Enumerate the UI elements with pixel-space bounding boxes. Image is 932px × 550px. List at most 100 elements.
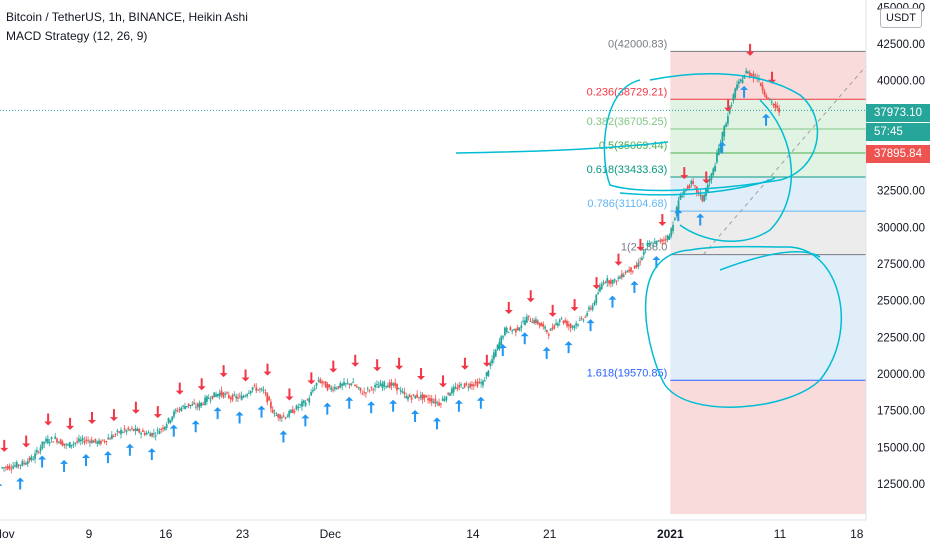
candle-body <box>74 442 77 444</box>
candle-body <box>460 384 462 386</box>
buy-arrow-icon <box>0 483 3 486</box>
candle-body <box>619 276 621 279</box>
candle-body <box>679 195 682 200</box>
candle-body <box>692 181 695 184</box>
candle-body <box>407 396 409 400</box>
buy-arrow-icon <box>125 443 134 456</box>
symbol-title[interactable]: Bitcoin / TetherUS, 1h, BINANCE, Heikin … <box>6 10 248 24</box>
currency-button[interactable]: USDT <box>880 8 922 28</box>
candle-body <box>324 381 327 388</box>
candle-body <box>657 240 660 242</box>
candle-body <box>359 387 362 391</box>
sell-arrow-icon <box>22 435 31 448</box>
candle-body <box>310 392 313 396</box>
candle-body <box>120 429 122 435</box>
candle-body <box>571 326 574 328</box>
candle-body <box>513 329 515 331</box>
candle-body <box>516 327 519 331</box>
indicator-title[interactable]: MACD Strategy (12, 26, 9) <box>6 29 148 43</box>
candle-body <box>332 389 334 391</box>
candle-body <box>125 429 128 433</box>
candle-body <box>712 168 715 175</box>
price-tick-label: 22500.00 <box>877 332 925 344</box>
candle-body <box>160 428 163 430</box>
candle-body <box>604 282 607 284</box>
candle-body <box>323 381 325 383</box>
candle-body <box>725 123 727 127</box>
candle-body <box>105 440 108 442</box>
sell-arrow-icon <box>592 277 601 290</box>
candle-body <box>140 433 142 435</box>
price-axis-bg <box>866 0 932 550</box>
candle-body <box>469 383 472 388</box>
candle-body <box>233 394 236 396</box>
candle-body <box>76 441 79 443</box>
time-tick-label: Nov <box>0 527 15 541</box>
sell-arrow-icon <box>66 417 75 430</box>
candle-body <box>421 394 424 400</box>
candle-body <box>295 405 298 410</box>
candle-body <box>719 142 722 152</box>
candle-body <box>653 241 656 243</box>
candle-body <box>57 441 60 443</box>
sell-arrow-icon <box>153 406 162 419</box>
candle-body <box>112 435 115 437</box>
candle-body <box>231 394 234 401</box>
sell-arrow-icon <box>482 354 491 367</box>
candle-body <box>578 319 581 321</box>
candle-body <box>610 280 612 284</box>
candles <box>1 67 780 474</box>
candle-body <box>456 387 459 390</box>
sell-arrow-icon <box>219 365 228 378</box>
candle-body <box>180 407 183 412</box>
candle-body <box>114 433 117 435</box>
candle-body <box>778 107 780 113</box>
buy-arrow-icon <box>762 113 771 126</box>
buy-arrow-icon <box>235 411 244 424</box>
buy-arrow-icon <box>586 319 595 332</box>
candle-body <box>503 327 506 336</box>
time-axis: Nov 9 16 23 Dec 14 21 2021 11 18 <box>0 519 866 541</box>
sell-arrow-icon <box>768 71 777 84</box>
candle-body <box>661 239 663 242</box>
candle-body <box>163 426 166 430</box>
candle-body <box>271 409 274 413</box>
fib-level-label: 0.382(36705.25) <box>587 116 668 128</box>
candle-body <box>774 103 777 109</box>
candle-body <box>67 444 69 446</box>
buy-arrow-icon <box>411 410 420 422</box>
buy-arrow-icon <box>652 256 661 268</box>
candle-body <box>710 173 713 180</box>
candle-body <box>96 441 99 444</box>
fib-zone <box>670 51 879 100</box>
candle-body <box>326 384 329 390</box>
candle-body <box>717 148 720 156</box>
candle-body <box>354 384 356 386</box>
candle-body <box>606 278 609 283</box>
candle-body <box>416 394 419 398</box>
candle-body <box>401 391 404 393</box>
candle-body <box>672 224 674 232</box>
price-tick-label: 42500.00 <box>877 39 925 51</box>
candle-body <box>673 218 676 220</box>
candle-body <box>260 388 263 390</box>
candle-body <box>520 325 523 328</box>
candle-body <box>549 328 552 331</box>
candle-body <box>222 392 225 398</box>
fib-zone <box>670 152 879 177</box>
candle-body <box>3 467 5 469</box>
candle-body <box>622 274 625 277</box>
candle-body <box>639 261 642 263</box>
sell-arrow-icon <box>636 238 645 251</box>
candle-body <box>617 277 620 279</box>
candle-body <box>474 381 477 384</box>
candle-body <box>103 441 106 443</box>
candle-body <box>535 319 537 324</box>
candle-body <box>15 462 18 468</box>
time-tick-label: 9 <box>86 527 93 541</box>
sell-arrow-icon <box>0 439 9 452</box>
candle-body <box>193 402 196 405</box>
candle-body <box>414 395 417 399</box>
candle-body <box>443 399 446 401</box>
